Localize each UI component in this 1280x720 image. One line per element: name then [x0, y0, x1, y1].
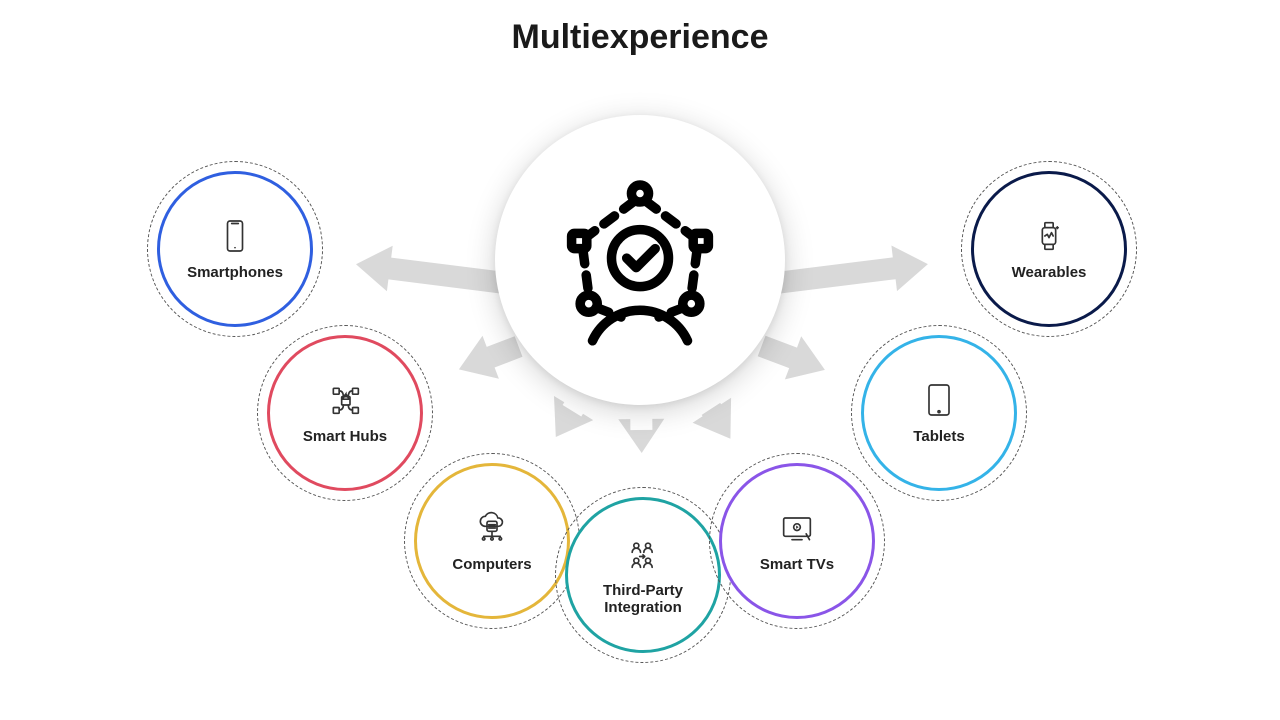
third-party-icon	[623, 534, 663, 574]
diagram-stage: Multiexperience	[0, 0, 1280, 720]
wearables-label: Wearables	[1012, 264, 1087, 281]
node-smart-tvs: Smart TVs	[709, 453, 885, 629]
node-smartphones: Smartphones	[147, 161, 323, 337]
diagram-title: Multiexperience	[0, 18, 1280, 57]
third-party-label: Third-PartyIntegration	[603, 582, 683, 617]
wearables-icon	[1029, 216, 1069, 256]
node-tablets: Tablets	[851, 325, 1027, 501]
computers-icon	[472, 508, 512, 548]
smart-hubs-icon	[325, 380, 365, 420]
smart-hubs-label: Smart Hubs	[303, 428, 387, 445]
node-third-party: Third-PartyIntegration	[555, 487, 731, 663]
computers-label: Computers	[452, 556, 531, 573]
smartphones-icon	[215, 216, 255, 256]
node-computers: Computers	[404, 453, 580, 629]
central-hub	[495, 115, 785, 405]
smart-tvs-icon	[777, 508, 817, 548]
tablets-label: Tablets	[913, 428, 964, 445]
node-wearables: Wearables	[961, 161, 1137, 337]
smart-tvs-label: Smart TVs	[760, 556, 834, 573]
tablets-icon	[919, 380, 959, 420]
node-smart-hubs: Smart Hubs	[257, 325, 433, 501]
smartphones-label: Smartphones	[187, 264, 283, 281]
